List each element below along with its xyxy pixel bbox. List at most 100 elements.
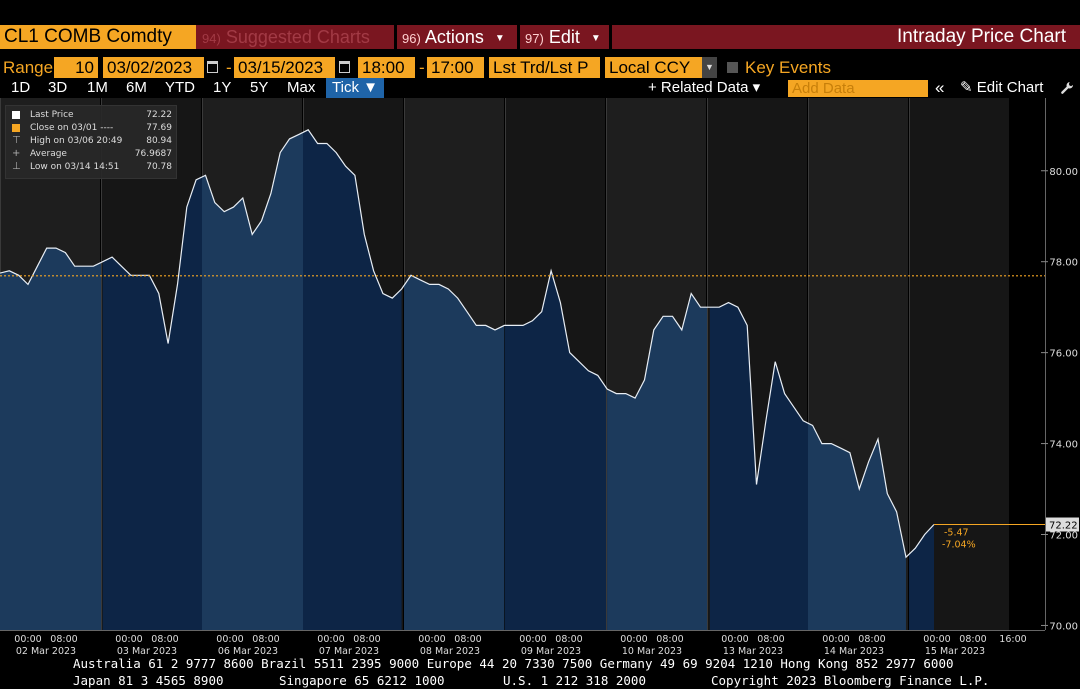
currency-select[interactable]: Local CCY <box>605 57 702 78</box>
caret-down-icon: ▼ <box>494 33 505 44</box>
footer-us: U.S. 1 212 318 2000 <box>503 673 646 688</box>
legend-value: 80.94 <box>146 136 172 146</box>
period-button-ytd[interactable]: YTD <box>165 79 195 96</box>
x-tick-label: 00:00 <box>317 634 344 645</box>
range-toolbar: Range 10 03/02/2023 - 03/15/2023 18:00 -… <box>0 57 1080 78</box>
edit-menu-button[interactable]: 97) Edit ▼ <box>520 25 609 49</box>
period-toolbar: 1D 3D 1M 6M YTD 1Y 5Y Max Tick ▼ + Relat… <box>0 78 1080 98</box>
x-tick-label: 00:00 <box>721 634 748 645</box>
x-tick-label: 00:00 <box>822 634 849 645</box>
x-tick-label: 08:00 <box>858 634 885 645</box>
chart-canvas[interactable]: 70.00 72.00 74.00 76.00 78.00 80.00 00:00 08:0… <box>0 98 1080 654</box>
start-time-field[interactable]: 18:00 <box>358 57 415 78</box>
y-tick-label: 72.00 <box>1049 531 1078 542</box>
calendar-icon[interactable] <box>339 61 350 73</box>
legend-row-average: + Average 76.9687 <box>6 148 176 160</box>
last-price-label: 72.22 <box>1049 521 1078 532</box>
x-date-label: 13 Mar 2023 <box>723 646 783 654</box>
x-tick-label: 00:00 <box>923 634 950 645</box>
price-area <box>505 270 606 630</box>
range-label: Range <box>3 58 54 77</box>
wrench-icon[interactable] <box>1060 81 1074 95</box>
x-date-label: 10 Mar 2023 <box>622 646 682 654</box>
legend-row-close: Close on 03/01 ---- 77.69 <box>6 122 176 134</box>
average-marker-icon: + <box>12 148 21 159</box>
end-date-field[interactable]: 03/15/2023 <box>234 57 335 78</box>
add-data-input[interactable]: Add Data <box>788 80 928 97</box>
x-tick-label: 08:00 <box>151 634 178 645</box>
legend-row-last-price: Last Price 72.22 <box>6 109 176 121</box>
edit-chart-button[interactable]: ✎ Edit Chart <box>960 79 1044 96</box>
edit-number: 97) <box>525 31 544 46</box>
period-button-1d[interactable]: 1D <box>11 79 31 96</box>
legend-label: Average <box>30 149 67 159</box>
x-date-label: 09 Mar 2023 <box>521 646 581 654</box>
price-area <box>303 129 402 630</box>
actions-label: Actions <box>424 27 484 47</box>
key-events-checkbox[interactable] <box>727 62 738 73</box>
end-time-field[interactable]: 17:00 <box>427 57 484 78</box>
key-events-label: Key Events <box>745 58 831 77</box>
footer-singapore: Singapore 65 6212 1000 <box>279 673 445 688</box>
price-area <box>808 423 906 630</box>
legend-row-low: ⊥ Low on 03/14 14:51 70.78 <box>6 161 176 173</box>
x-date-label: 15 Mar 2023 <box>925 646 985 654</box>
period-button-3d[interactable]: 3D <box>48 79 68 96</box>
x-tick-label: 08:00 <box>50 634 77 645</box>
related-data-menu[interactable]: + Related Data ▾ <box>648 79 761 96</box>
interval-field[interactable]: 10 <box>54 57 98 78</box>
price-area <box>202 132 303 630</box>
legend-value: 72.22 <box>146 110 172 120</box>
price-line <box>0 129 935 559</box>
actions-menu-button[interactable]: 96) Actions ▼ <box>397 25 517 49</box>
y-tick-label: 70.00 <box>1049 621 1078 632</box>
period-button-5y[interactable]: 5Y <box>250 79 269 96</box>
period-button-max[interactable]: Max <box>287 79 316 96</box>
top-bar: CL1 COMB Comdty 94) Suggested Charts 96)… <box>0 25 1080 49</box>
price-area <box>0 248 101 630</box>
legend-label: Close on 03/01 ---- <box>30 123 114 133</box>
x-date-label: 06 Mar 2023 <box>218 646 278 654</box>
price-area <box>607 293 707 630</box>
x-tick-label: 08:00 <box>252 634 279 645</box>
x-tick-label: 08:00 <box>454 634 481 645</box>
x-tick-label: 16:00 <box>999 634 1026 645</box>
x-date-label: 14 Mar 2023 <box>824 646 884 654</box>
price-type-field[interactable]: Lst Trd/Lst P <box>489 57 600 78</box>
price-chart[interactable]: 70.00 72.00 74.00 76.00 78.00 80.00 00:00 08:0… <box>0 98 1080 654</box>
caret-down-icon: ▼ <box>590 33 601 44</box>
dropdown-arrow-icon[interactable]: ▼ <box>702 57 717 78</box>
calendar-icon[interactable] <box>207 61 218 73</box>
footer-line-1: Australia 61 2 9777 8600 Brazil 5511 239… <box>73 656 954 671</box>
period-button-1y[interactable]: 1Y <box>213 79 232 96</box>
x-tick-label: 00:00 <box>115 634 142 645</box>
period-button-6m[interactable]: 6M <box>126 79 147 96</box>
edit-label: Edit <box>548 27 580 47</box>
price-area <box>709 302 808 630</box>
period-button-1m[interactable]: 1M <box>87 79 108 96</box>
x-tick-label: 00:00 <box>14 634 41 645</box>
last-price-swatch <box>12 111 20 119</box>
ticker-field[interactable]: CL1 COMB Comdty <box>0 25 196 49</box>
collapse-icon[interactable]: « <box>935 78 945 97</box>
x-tick-label: 08:00 <box>959 634 986 645</box>
tick-dropdown[interactable]: Tick ▼ <box>326 78 384 98</box>
low-marker-icon: ⊥ <box>12 161 21 172</box>
suggested-charts-button[interactable]: 94) Suggested Charts <box>196 25 394 49</box>
x-tick-label: 00:00 <box>216 634 243 645</box>
x-date-label: 03 Mar 2023 <box>117 646 177 654</box>
legend-value: 70.78 <box>146 162 172 172</box>
y-tick-label: 78.00 <box>1049 258 1078 269</box>
time-separator: - <box>419 58 425 77</box>
legend-row-high: ⊤ High on 03/06 20:49 80.94 <box>6 135 176 147</box>
y-tick-label: 80.00 <box>1049 167 1078 178</box>
price-area <box>909 524 934 630</box>
legend-label: High on 03/06 20:49 <box>30 136 123 146</box>
start-date-field[interactable]: 03/02/2023 <box>103 57 204 78</box>
x-tick-label: 08:00 <box>353 634 380 645</box>
x-tick-label: 08:00 <box>656 634 683 645</box>
high-marker-icon: ⊤ <box>12 135 21 146</box>
y-tick-label: 76.00 <box>1049 349 1078 360</box>
last-price-tag <box>1046 517 1079 532</box>
footer-japan: Japan 81 3 4565 8900 <box>73 673 224 688</box>
